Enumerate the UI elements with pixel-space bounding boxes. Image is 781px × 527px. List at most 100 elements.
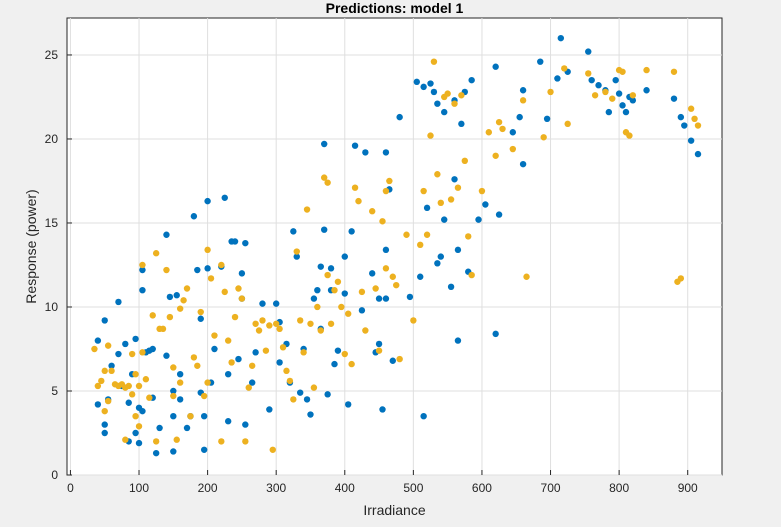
data-point-yellow xyxy=(417,241,424,249)
data-point-yellow xyxy=(283,367,290,375)
data-point-blue xyxy=(629,97,637,104)
data-point-blue xyxy=(211,345,218,353)
data-point-blue xyxy=(341,253,348,260)
data-point-blue xyxy=(588,76,595,84)
data-point-yellow xyxy=(585,70,592,77)
data-point-yellow xyxy=(372,285,379,292)
x-tick-label: 900 xyxy=(678,481,698,495)
data-point-yellow xyxy=(609,95,616,102)
data-point-yellow xyxy=(540,134,547,141)
y-tick-label: 10 xyxy=(45,300,59,314)
data-point-yellow xyxy=(221,288,228,296)
data-point-blue xyxy=(152,449,160,457)
data-point-yellow xyxy=(104,342,112,349)
data-point-blue xyxy=(163,231,170,238)
data-point-blue xyxy=(331,360,338,368)
data-point-blue xyxy=(454,246,462,254)
data-point-blue xyxy=(447,283,455,291)
data-point-yellow xyxy=(139,261,146,269)
data-point-blue xyxy=(307,411,314,418)
data-point-blue xyxy=(139,407,146,415)
data-point-yellow xyxy=(104,397,112,405)
data-point-yellow xyxy=(286,377,294,385)
data-points xyxy=(91,34,702,457)
data-point-yellow xyxy=(128,391,136,398)
data-point-blue xyxy=(194,266,201,274)
x-tick-label: 800 xyxy=(609,481,629,495)
data-point-blue xyxy=(495,211,503,218)
data-point-yellow xyxy=(386,177,393,185)
data-point-yellow xyxy=(687,105,695,112)
data-point-yellow xyxy=(643,66,650,74)
x-tick-label: 200 xyxy=(198,481,218,495)
data-point-yellow xyxy=(375,347,383,354)
data-point-blue xyxy=(417,273,424,280)
data-point-yellow xyxy=(235,285,242,292)
data-point-yellow xyxy=(379,218,386,225)
data-point-blue xyxy=(441,108,448,116)
data-point-yellow xyxy=(338,303,345,311)
data-point-blue xyxy=(173,292,180,299)
data-point-blue xyxy=(382,246,390,254)
data-point-yellow xyxy=(396,355,403,363)
data-point-blue xyxy=(94,401,102,408)
data-point-blue xyxy=(101,317,108,324)
chart-title: Predictions: model 1 xyxy=(326,0,464,16)
data-point-yellow xyxy=(331,286,338,294)
data-point-blue xyxy=(605,108,613,116)
data-point-yellow xyxy=(224,337,232,344)
data-point-yellow xyxy=(228,359,235,366)
data-point-yellow xyxy=(358,288,366,296)
data-point-blue xyxy=(543,115,551,123)
data-point-yellow xyxy=(170,364,177,371)
data-point-yellow xyxy=(135,382,143,390)
data-point-yellow xyxy=(176,379,184,386)
data-point-yellow xyxy=(523,273,530,280)
data-point-blue xyxy=(475,216,482,223)
data-point-blue xyxy=(420,412,427,420)
data-point-yellow xyxy=(279,344,287,351)
data-point-blue xyxy=(94,337,102,344)
data-point-blue xyxy=(341,290,348,297)
data-point-yellow xyxy=(619,68,626,75)
data-point-yellow xyxy=(163,266,170,274)
y-tick-label: 15 xyxy=(45,216,59,230)
data-point-yellow xyxy=(478,187,486,195)
data-point-yellow xyxy=(200,392,208,400)
data-point-blue xyxy=(334,347,342,354)
y-tick-label: 20 xyxy=(45,132,59,146)
data-point-yellow xyxy=(430,58,438,65)
data-point-yellow xyxy=(314,303,321,311)
data-point-blue xyxy=(427,80,434,87)
data-point-blue xyxy=(516,113,523,121)
data-point-blue xyxy=(434,260,441,267)
data-point-blue xyxy=(345,401,352,408)
data-point-yellow xyxy=(242,438,249,445)
data-point-yellow xyxy=(317,327,324,334)
data-point-blue xyxy=(290,228,297,235)
data-point-yellow xyxy=(382,265,390,272)
data-point-yellow xyxy=(180,297,187,304)
data-point-yellow xyxy=(355,197,362,205)
data-point-blue xyxy=(492,63,499,70)
data-point-blue xyxy=(451,176,458,183)
data-point-blue xyxy=(101,429,108,437)
x-tick-label: 500 xyxy=(403,481,423,495)
data-point-blue xyxy=(224,370,232,378)
data-point-blue xyxy=(389,357,396,364)
data-point-yellow xyxy=(509,145,517,153)
data-point-blue xyxy=(441,216,448,223)
data-point-yellow xyxy=(135,423,143,430)
data-point-blue xyxy=(115,298,122,306)
data-point-yellow xyxy=(495,118,503,126)
data-point-blue xyxy=(382,149,390,156)
data-point-blue xyxy=(176,396,184,403)
data-point-blue xyxy=(108,362,115,369)
data-point-yellow xyxy=(139,349,146,356)
data-point-blue xyxy=(375,295,383,302)
data-point-blue xyxy=(320,226,328,233)
data-point-yellow xyxy=(324,271,331,279)
data-point-yellow xyxy=(266,322,273,329)
data-point-yellow xyxy=(341,350,348,358)
